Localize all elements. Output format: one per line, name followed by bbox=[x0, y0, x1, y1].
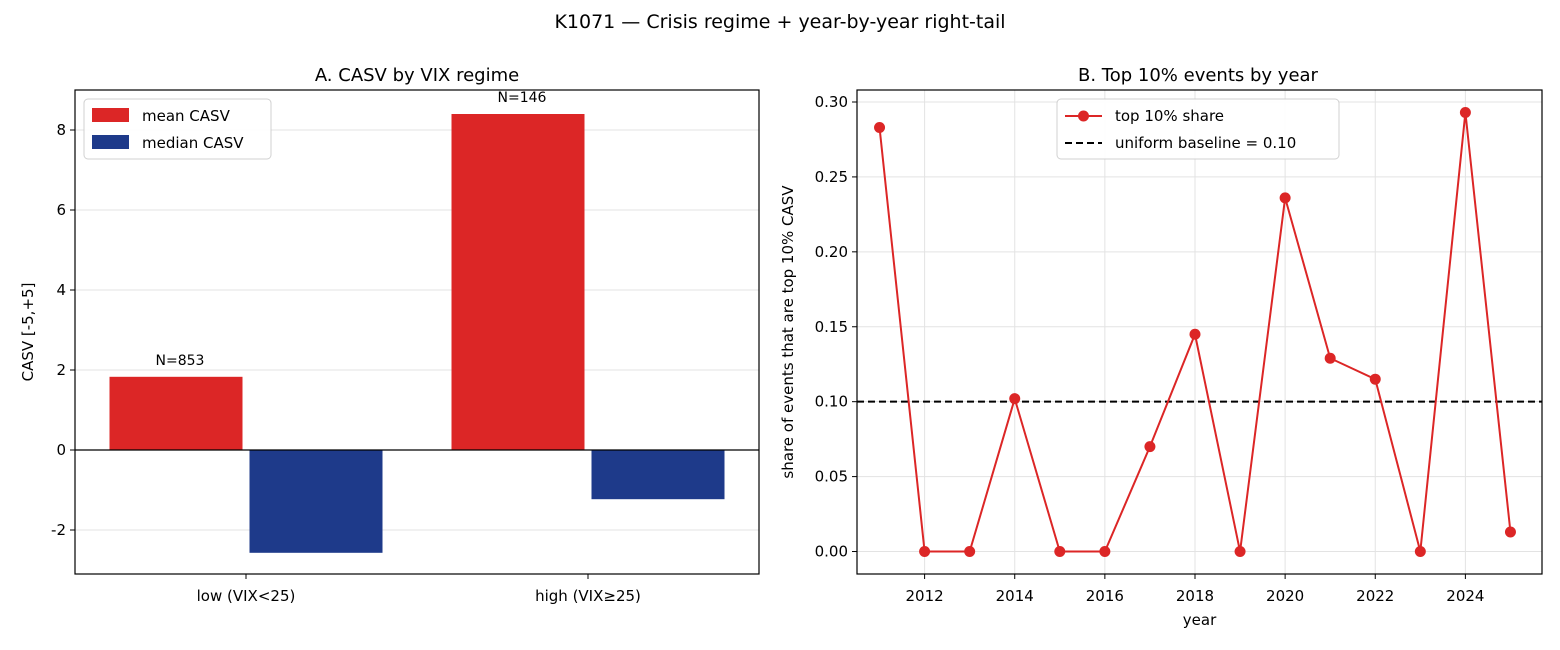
point-2012 bbox=[919, 546, 931, 558]
point-2015 bbox=[1054, 546, 1066, 558]
legend-label-mean: mean CASV bbox=[142, 107, 231, 125]
point-2025 bbox=[1504, 526, 1516, 538]
panel-b-x-tick-label: 2022 bbox=[1356, 587, 1394, 605]
panel-b-x-ticks: 2012 2014 2016 2018 2020 2022 2024 bbox=[906, 574, 1484, 605]
panel-b-x-tick-label: 2020 bbox=[1266, 587, 1304, 605]
point-2023 bbox=[1414, 546, 1426, 558]
panel-a-y-tick-label: -2 bbox=[51, 521, 66, 539]
panel-a-count-annotation: N=146 bbox=[498, 90, 547, 106]
panel-a-y-tick-label: 6 bbox=[56, 201, 66, 219]
panel-b-frame bbox=[856, 89, 1543, 575]
legend-swatch-mean bbox=[92, 108, 129, 122]
panel-b-legend-box bbox=[1056, 98, 1340, 160]
point-2013 bbox=[964, 546, 976, 558]
panel-b-y-tick-label: 0.00 bbox=[815, 543, 848, 561]
panel-a-count-annotation: N=853 bbox=[156, 353, 205, 369]
panel-b-title: B. Top 10% events by year bbox=[1078, 65, 1319, 86]
point-2011 bbox=[874, 121, 886, 133]
panel-a-x-tick-label: low (VIX<25) bbox=[197, 587, 296, 605]
panel-b-y-tick-label: 0.05 bbox=[815, 468, 848, 486]
panel-b-x-tick-label: 2014 bbox=[996, 587, 1034, 605]
point-2016 bbox=[1099, 546, 1111, 558]
figure-title: K1071 — Crisis regime + year-by-year rig… bbox=[554, 11, 1005, 33]
panel-b-legend: top 10% share uniform baseline = 0.10 bbox=[1056, 98, 1340, 160]
panel-a-y-ticks: -2 0 2 4 6 8 bbox=[51, 121, 75, 539]
panel-a-x-ticks: low (VIX<25) high (VIX≥25) bbox=[197, 574, 641, 605]
panel-b-x-tick-label: 2024 bbox=[1446, 587, 1484, 605]
panel-b-x-axis-label: year bbox=[1183, 611, 1217, 629]
panel-a-x-tick-label: high (VIX≥25) bbox=[535, 587, 641, 605]
legend-label-baseline: uniform baseline = 0.10 bbox=[1115, 134, 1296, 152]
panel-a-y-tick-label: 8 bbox=[56, 121, 66, 139]
legend-marker-top10 bbox=[1078, 110, 1089, 122]
point-2018 bbox=[1189, 328, 1201, 340]
legend-label-median: median CASV bbox=[142, 134, 244, 152]
point-2022 bbox=[1369, 373, 1381, 385]
panel-b-y-tick-label: 0.10 bbox=[815, 393, 848, 411]
bar-median-high bbox=[591, 450, 725, 500]
panel-a-y-axis-label: CASV [-5,+5] bbox=[19, 283, 37, 382]
panel-a-bars bbox=[109, 114, 725, 553]
legend-label-top10: top 10% share bbox=[1115, 107, 1224, 125]
panel-b-x-tick-label: 2012 bbox=[906, 587, 944, 605]
panel-a-annotations: N=853 N=146 bbox=[156, 90, 547, 369]
point-2017 bbox=[1144, 441, 1156, 453]
panel-a-bar-chart: A. CASV by VIX regime N=853 N=146 -2 0 2 4 6 8… bbox=[19, 65, 760, 605]
panel-a-legend-box bbox=[83, 98, 272, 160]
panel-b-y-tick-label: 0.20 bbox=[815, 243, 848, 261]
panel-b-y-axis-label: share of events that are top 10% CASV bbox=[779, 185, 797, 479]
point-2019 bbox=[1234, 546, 1246, 558]
panel-a-y-tick-label: 4 bbox=[56, 281, 66, 299]
panel-a-frame bbox=[74, 89, 760, 575]
point-2020 bbox=[1279, 192, 1291, 204]
panel-a-y-tick-label: 2 bbox=[56, 361, 66, 379]
panel-b-y-tick-label: 0.30 bbox=[815, 93, 848, 111]
bar-median-low bbox=[249, 450, 383, 553]
panel-b-y-ticks: 0.00 0.05 0.10 0.15 0.20 0.25 0.30 bbox=[815, 93, 857, 561]
panel-a-y-tick-label: 0 bbox=[56, 441, 66, 459]
point-2014 bbox=[1009, 393, 1021, 405]
panel-b-x-tick-label: 2018 bbox=[1176, 587, 1214, 605]
panel-a-title: A. CASV by VIX regime bbox=[315, 65, 519, 86]
panel-b-y-tick-label: 0.15 bbox=[815, 318, 848, 336]
point-2021 bbox=[1324, 352, 1336, 364]
legend-swatch-median bbox=[92, 135, 129, 149]
bar-mean-high bbox=[451, 114, 585, 450]
panel-a-legend: mean CASV median CASV bbox=[83, 98, 272, 160]
panel-b-line-chart: B. Top 10% events by year 0.000.050.100.… bbox=[779, 65, 1543, 629]
panel-b-x-tick-label: 2016 bbox=[1086, 587, 1124, 605]
panel-b-points bbox=[874, 106, 1516, 558]
point-2024 bbox=[1459, 106, 1471, 118]
panel-b-y-tick-label: 0.25 bbox=[815, 168, 848, 186]
bar-mean-low bbox=[109, 376, 243, 450]
